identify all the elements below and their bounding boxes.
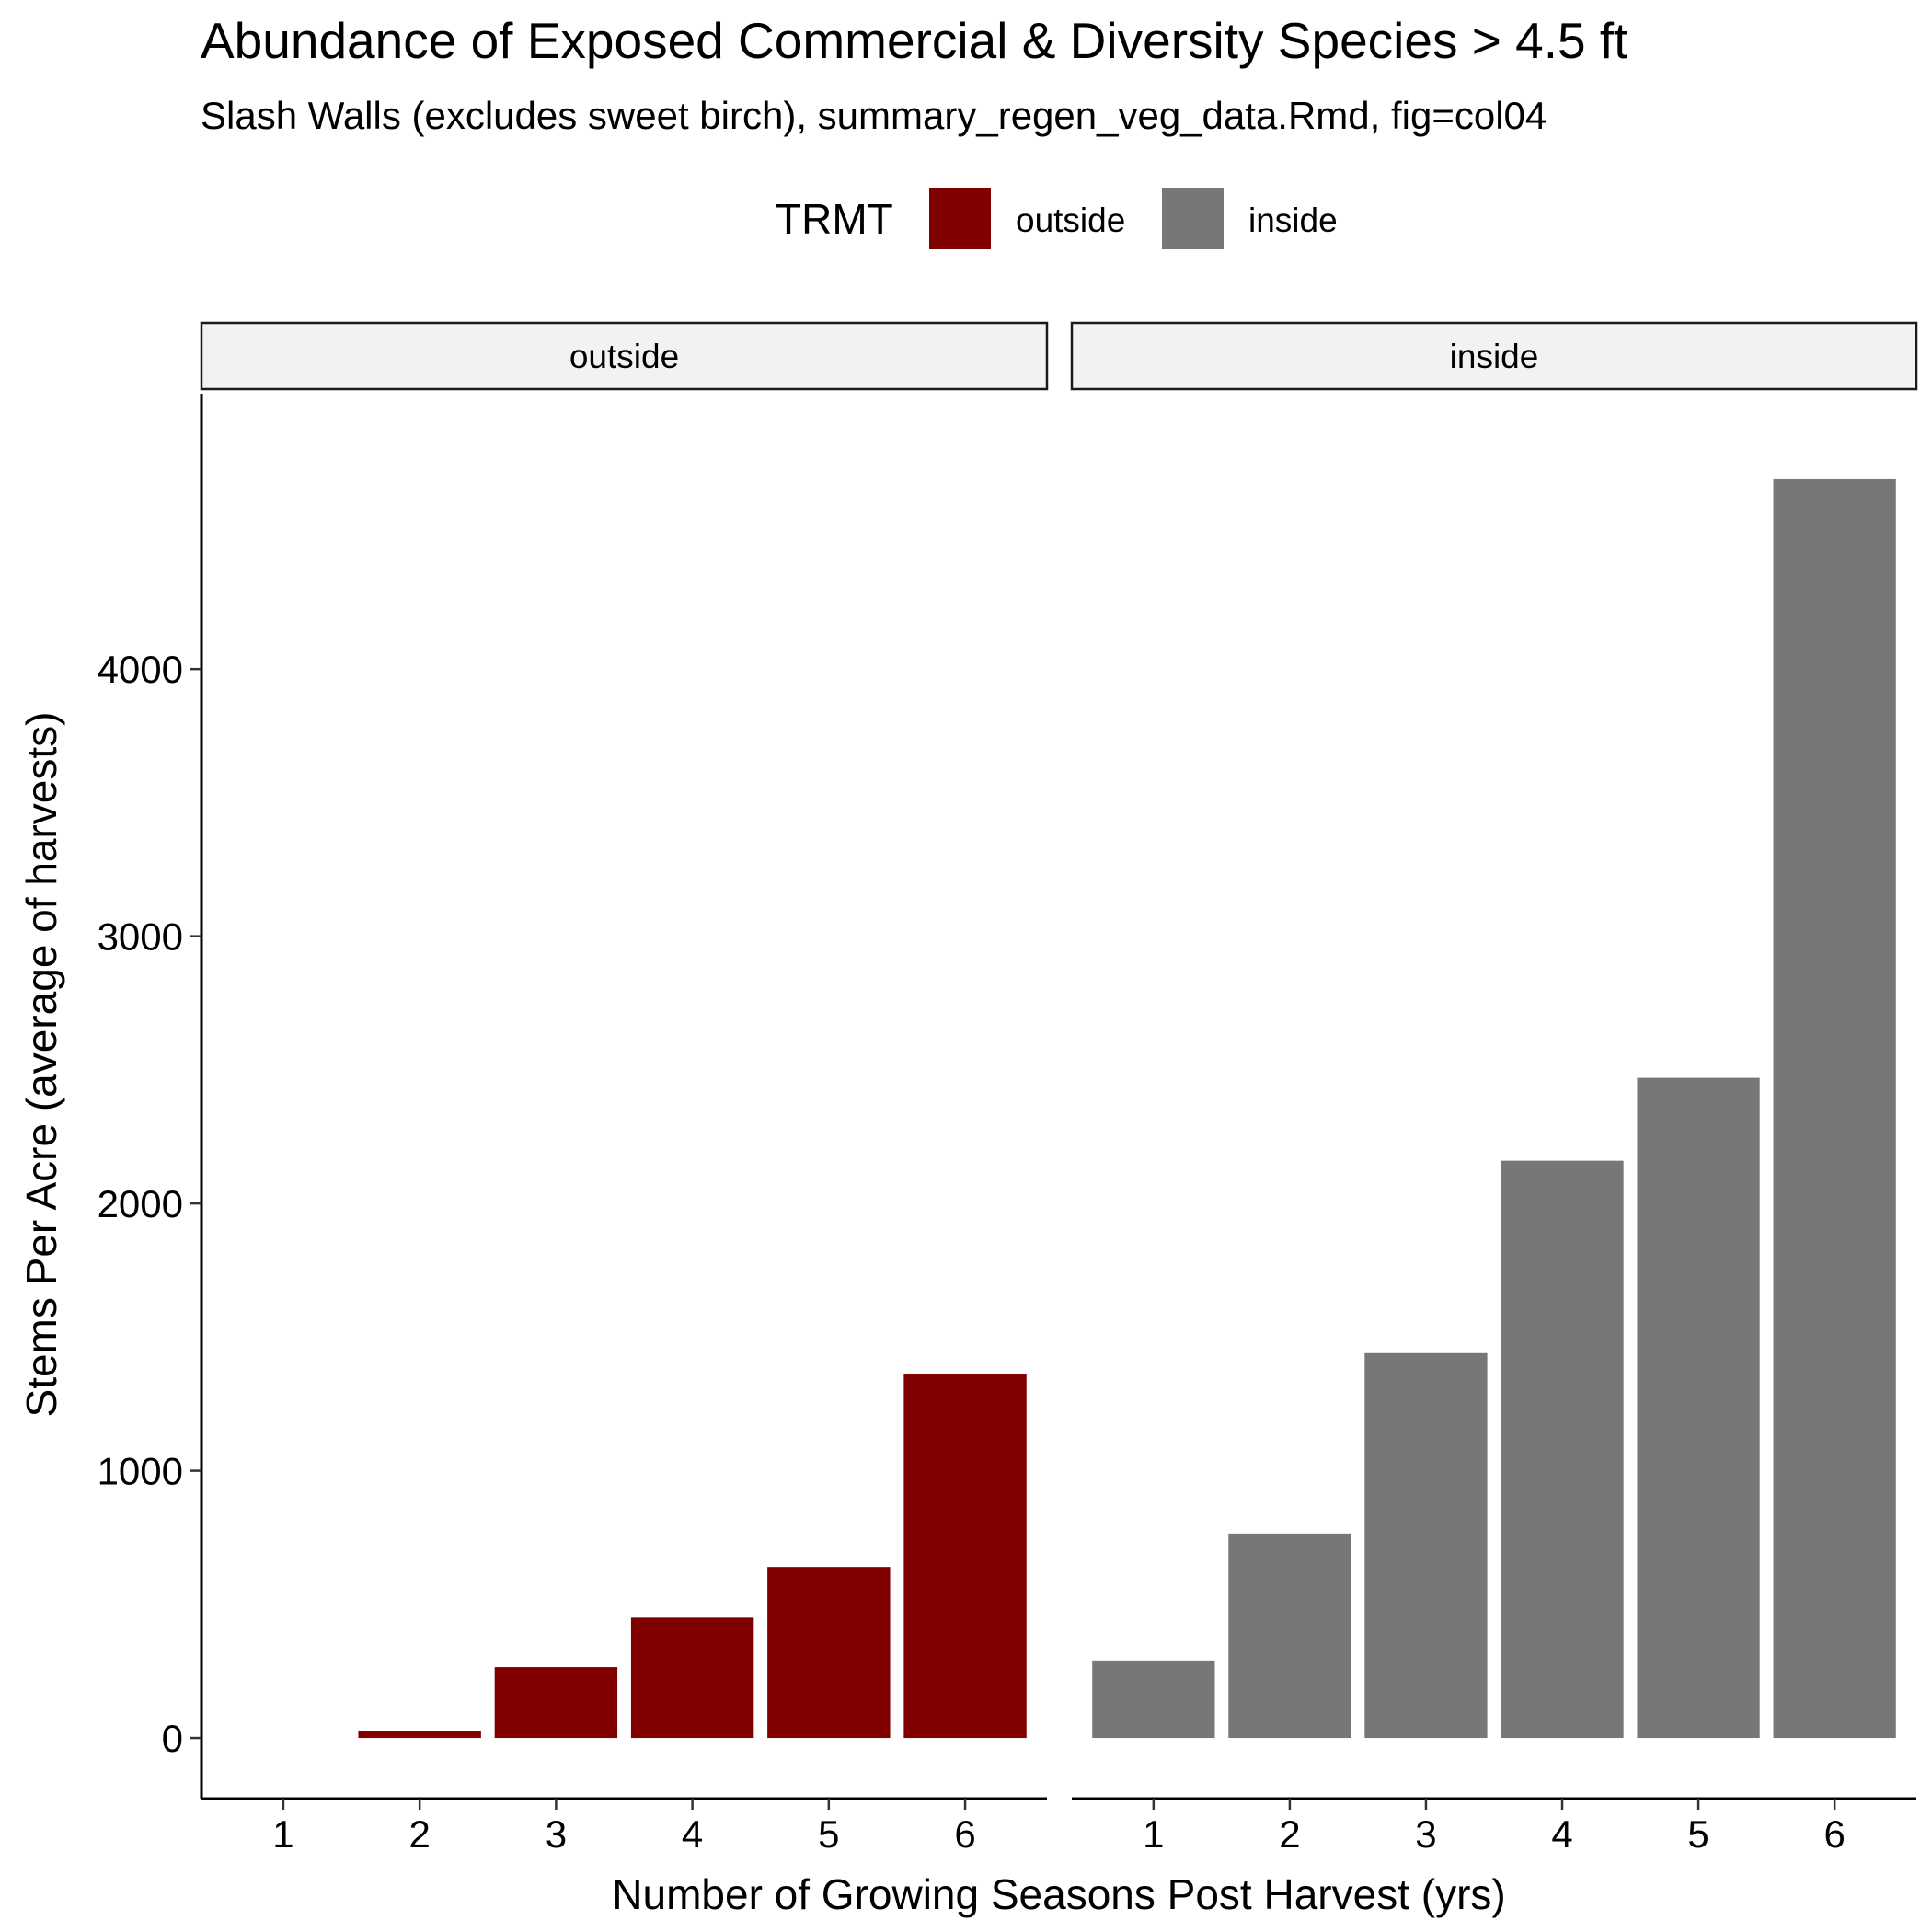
y-tick-label: 1000 — [98, 1450, 183, 1493]
bar-inside-5 — [1637, 1077, 1760, 1739]
x-axis-title: Number of Growing Seasons Post Harvest (… — [612, 1870, 1505, 1918]
legend-label-inside: inside — [1248, 201, 1338, 239]
x-tick-label: 6 — [1823, 1812, 1845, 1856]
facet-strip-label-outside: outside — [569, 338, 679, 375]
x-tick-label: 4 — [682, 1812, 703, 1856]
facet-strip-label-inside: inside — [1450, 338, 1539, 375]
bar-inside-3 — [1364, 1352, 1488, 1739]
x-tick-label: 4 — [1551, 1812, 1572, 1856]
bar-inside-2 — [1228, 1533, 1351, 1739]
legend-label-outside: outside — [1016, 201, 1125, 239]
y-tick-label: 3000 — [98, 915, 183, 959]
facet-strip-inside: inside — [1070, 321, 1918, 391]
bar-outside-5 — [767, 1567, 891, 1739]
bar-inside-4 — [1501, 1160, 1624, 1739]
facet-strip-outside: outside — [200, 321, 1049, 391]
legend-key-outside — [929, 188, 991, 249]
bar-inside-6 — [1773, 478, 1896, 1739]
x-tick-label: 5 — [818, 1812, 839, 1856]
y-tick-label: 0 — [162, 1717, 183, 1760]
x-tick-label: 1 — [272, 1812, 293, 1856]
chart-title: Abundance of Exposed Commercial & Divers… — [201, 12, 1627, 69]
bar-outside-3 — [494, 1667, 618, 1739]
x-tick-label: 5 — [1687, 1812, 1708, 1856]
bar-outside-4 — [630, 1617, 754, 1739]
bar-outside-6 — [903, 1374, 1027, 1739]
bar-inside-1 — [1092, 1660, 1215, 1739]
legend-title: TRMT — [776, 195, 893, 243]
x-tick-label: 3 — [1415, 1812, 1436, 1856]
x-tick-label: 3 — [546, 1812, 567, 1856]
x-tick-label: 1 — [1143, 1812, 1164, 1856]
x-tick-label: 6 — [954, 1812, 975, 1856]
y-tick-label: 4000 — [98, 648, 183, 691]
x-tick-label: 2 — [408, 1812, 430, 1856]
bar-outside-2 — [358, 1731, 481, 1739]
y-tick-label: 2000 — [98, 1182, 183, 1225]
x-tick-label: 2 — [1279, 1812, 1300, 1856]
legend-key-inside — [1162, 188, 1224, 249]
legend: TRMT outside inside — [776, 188, 1338, 249]
plot-area: 0 1000 2000 3000 4000 1 2 3 4 5 6 1 2 3 4 5 6 — [98, 394, 1916, 1856]
y-axis-title: Stems Per Acre (average of harvests) — [17, 712, 65, 1418]
chart-subtitle: Slash Walls (excludes sweet birch), summ… — [201, 94, 1547, 137]
